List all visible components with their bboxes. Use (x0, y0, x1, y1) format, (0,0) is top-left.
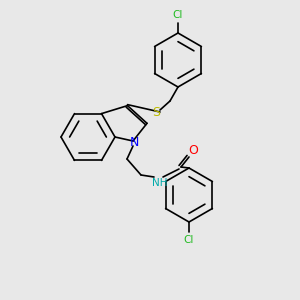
Text: N: N (129, 136, 139, 148)
Text: O: O (188, 145, 198, 158)
Text: Cl: Cl (184, 235, 194, 245)
Text: S: S (152, 106, 160, 119)
Text: Cl: Cl (173, 10, 183, 20)
Text: NH: NH (152, 178, 168, 188)
